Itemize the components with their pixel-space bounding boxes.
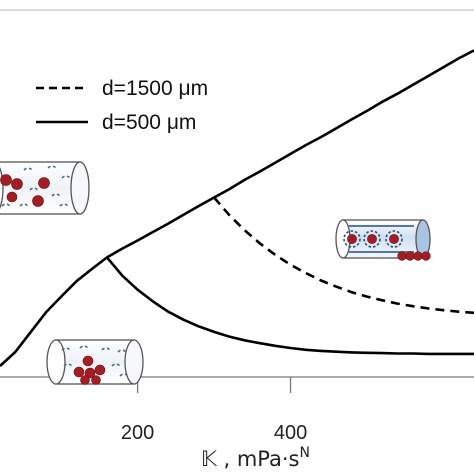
tube-illustration-sedimented — [46, 339, 144, 385]
series-line-solid-upper-branch — [0, 49, 474, 367]
legend-label-solid: d=500 μm — [102, 111, 196, 134]
tube-illustration-suspended — [0, 161, 90, 215]
tube-illustration-sheared — [335, 219, 431, 261]
x-axis-ticks: 200 400 — [121, 377, 307, 444]
x-tick-label-400: 400 — [274, 422, 307, 444]
x-tick-label-200: 200 — [121, 422, 154, 444]
x-axis-title: 𝕂 , mPa·sN — [201, 445, 310, 471]
series-layer — [0, 49, 474, 367]
legend: d=1500 μm d=500 μm — [36, 77, 208, 134]
legend-label-dashed: d=1500 μm — [102, 77, 208, 100]
series-line-dashed-lower-branch — [213, 196, 474, 315]
series-line-solid-lower-branch — [106, 256, 474, 356]
